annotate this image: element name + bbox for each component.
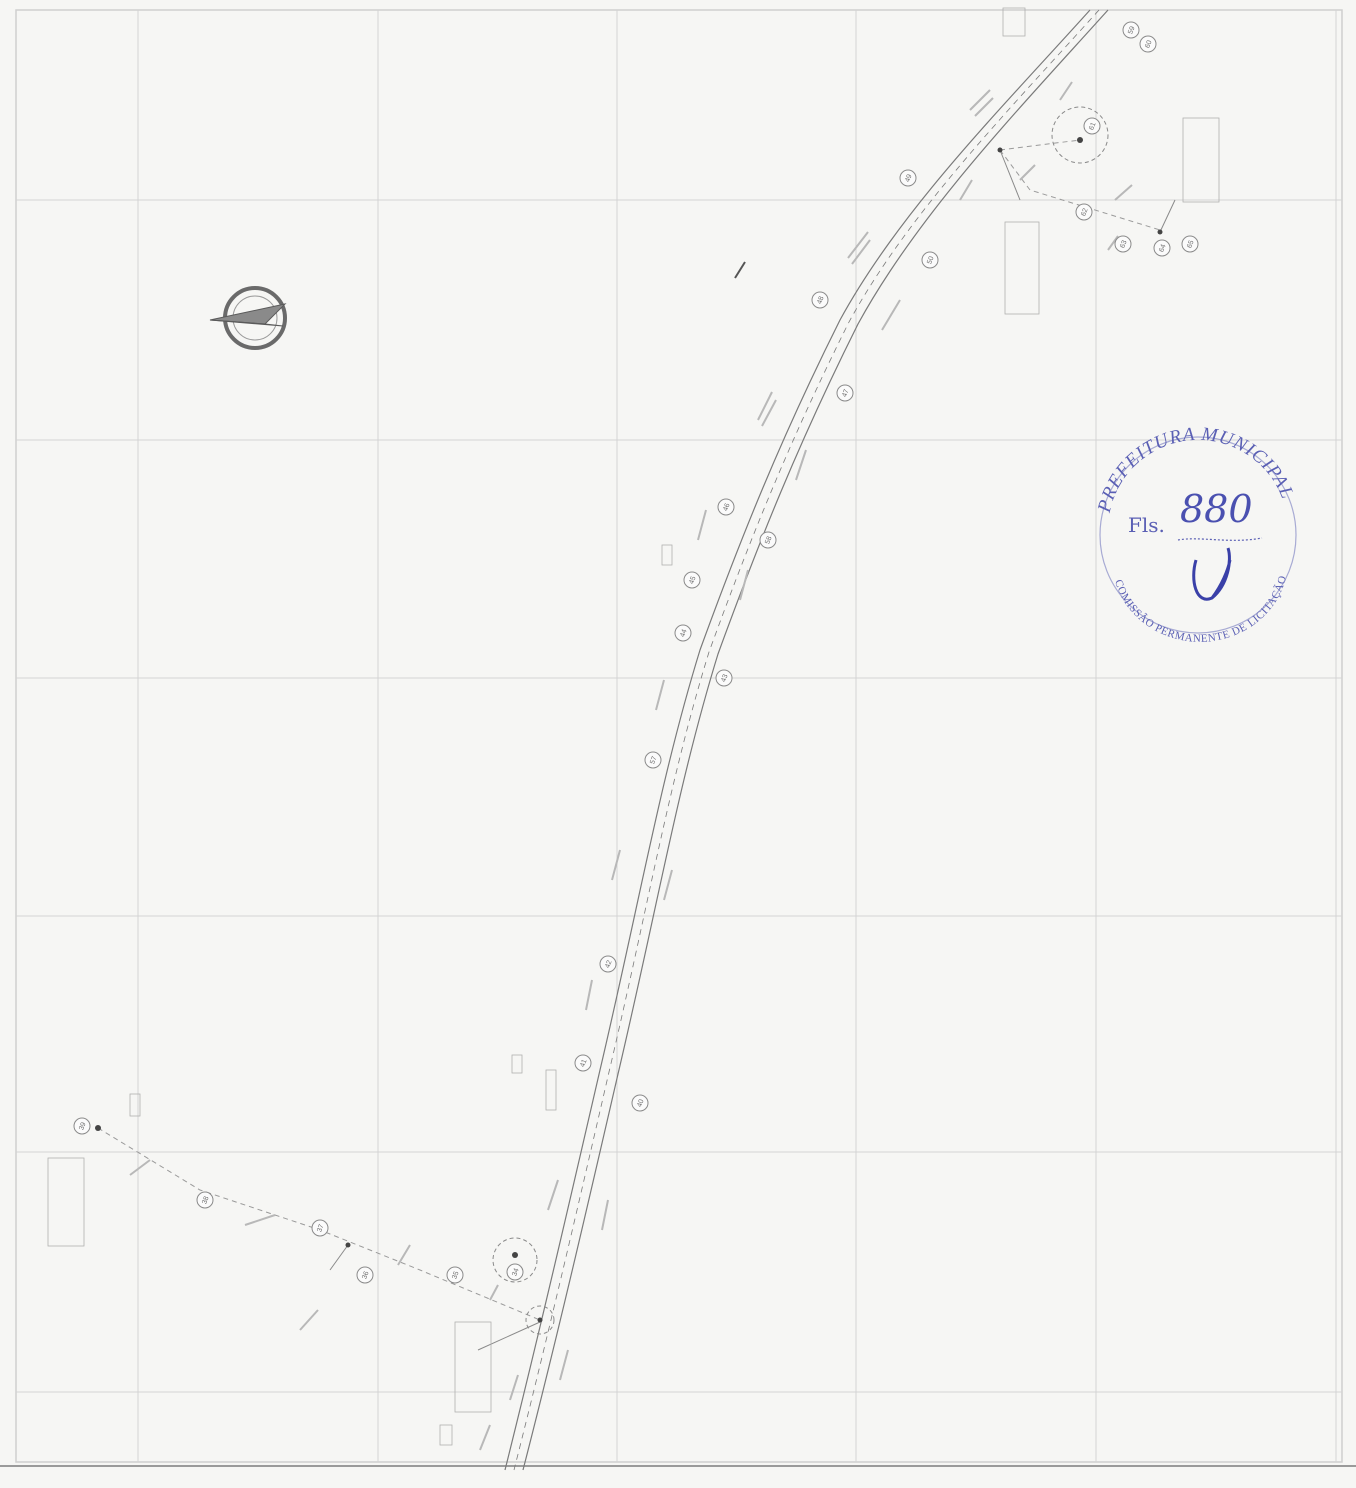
- waypoint-57: 57: [644, 751, 662, 769]
- waypoint-62: 62: [1075, 203, 1093, 221]
- waypoint-61: 61: [1083, 117, 1101, 135]
- waypoint-label: 35: [451, 1270, 460, 1280]
- waypoint-label: 59: [1127, 25, 1136, 35]
- waypoint-label: 37: [316, 1223, 325, 1233]
- waypoint-64: 64: [1153, 239, 1171, 257]
- waypoint-label: 47: [841, 388, 850, 398]
- waypoint-label: 43: [720, 673, 729, 683]
- waypoint-65: 65: [1181, 235, 1199, 253]
- waypoint-label: 57: [649, 755, 658, 765]
- waypoint-36: 36: [356, 1266, 374, 1284]
- waypoint-58: 58: [759, 531, 777, 549]
- waypoint-label: 38: [201, 1195, 210, 1205]
- span-annotations: [47, 7, 1220, 1446]
- pen-mark: [734, 261, 746, 279]
- waypoint-47: 47: [836, 384, 854, 402]
- road: [504, 9, 1109, 1471]
- waypoint-label: 48: [816, 295, 825, 305]
- waypoint-label: 63: [1119, 239, 1128, 249]
- waypoint-label: 41: [579, 1058, 588, 1068]
- waypoint-48: 48: [811, 291, 829, 309]
- waypoint-39: 39: [73, 1117, 91, 1135]
- waypoint-label: 60: [1144, 39, 1153, 49]
- waypoint-38: 38: [196, 1191, 214, 1209]
- waypoint-34: 34: [506, 1263, 524, 1281]
- waypoint-41: 41: [574, 1054, 592, 1072]
- page-number: 880: [1180, 487, 1253, 531]
- leader-lines: [329, 149, 1176, 1351]
- waypoint-label: 65: [1186, 239, 1195, 249]
- waypoint-59: 59: [1122, 21, 1140, 39]
- waypoint-44: 44: [674, 624, 692, 642]
- waypoint-60: 60: [1139, 35, 1157, 53]
- waypoint-label: 64: [1158, 243, 1167, 253]
- waypoint-42: 42: [599, 955, 617, 973]
- zone-circles: [492, 106, 1109, 1335]
- waypoint-label: 34: [511, 1267, 520, 1277]
- waypoint-label: 62: [1080, 207, 1089, 217]
- waypoint-46: 46: [717, 498, 735, 516]
- waypoint-35: 35: [446, 1266, 464, 1284]
- waypoint-50: 50: [921, 251, 939, 269]
- waypoint-label: 49: [904, 173, 913, 183]
- waypoint-markers: 59 60 61 62 63 64 65 49 50 48 47 46 58 45 44 43 57 42 41 40…: [73, 21, 1199, 1284]
- road-annotations: [129, 81, 1133, 1451]
- waypoint-label: 46: [722, 502, 731, 512]
- waypoint-63: 63: [1114, 235, 1132, 253]
- waypoint-label: 50: [926, 255, 935, 265]
- waypoint-label: 44: [679, 628, 688, 638]
- waypoint-40: 40: [631, 1094, 649, 1112]
- waypoint-43: 43: [715, 669, 733, 687]
- waypoint-label: 42: [604, 959, 613, 969]
- waypoint-label: 40: [636, 1098, 645, 1108]
- waypoint-label: 45: [688, 575, 697, 585]
- waypoint-label: 36: [361, 1270, 370, 1280]
- page-prefix: Fls.: [1128, 513, 1165, 537]
- node-dots: [95, 137, 1163, 1323]
- waypoint-49: 49: [899, 169, 917, 187]
- waypoint-37: 37: [311, 1219, 329, 1237]
- coordinate-grid: [16, 10, 1342, 1462]
- waypoint-45: 45: [683, 571, 701, 589]
- waypoint-label: 58: [764, 535, 773, 545]
- signature: [1192, 547, 1232, 601]
- waypoint-label: 61: [1088, 121, 1097, 131]
- waypoint-label: 39: [78, 1121, 87, 1131]
- north-arrow-icon: [209, 286, 287, 350]
- sheet-border: [15, 9, 1343, 1463]
